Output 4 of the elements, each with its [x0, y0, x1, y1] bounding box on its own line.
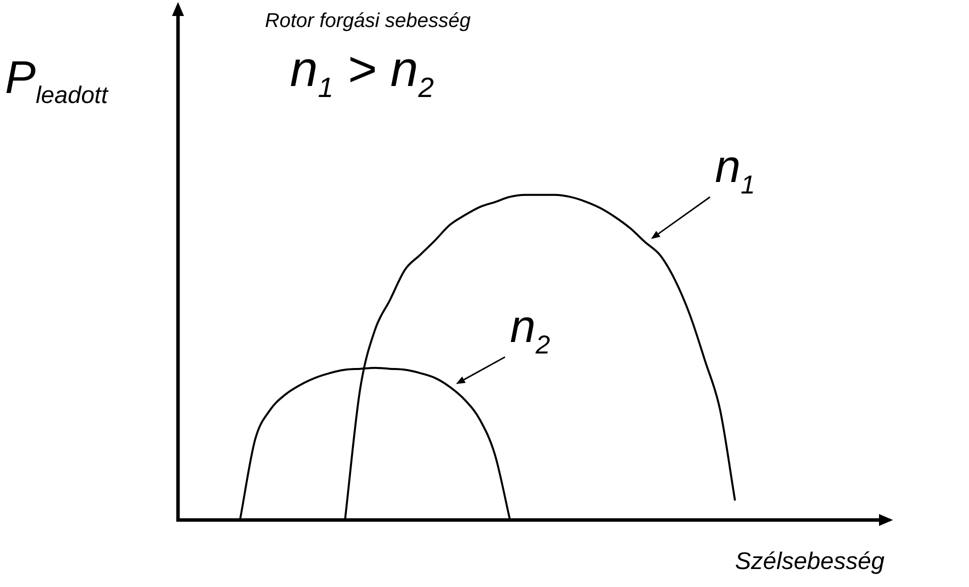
y-axis-title: P$_{leadott}$	[5, 50, 108, 110]
chart-title: Rotor forgási sebesség	[265, 10, 471, 33]
x-axis-title: Szélsebesség	[735, 548, 884, 576]
text: n$_{1}$ > n$_{2}$	[290, 40, 434, 104]
